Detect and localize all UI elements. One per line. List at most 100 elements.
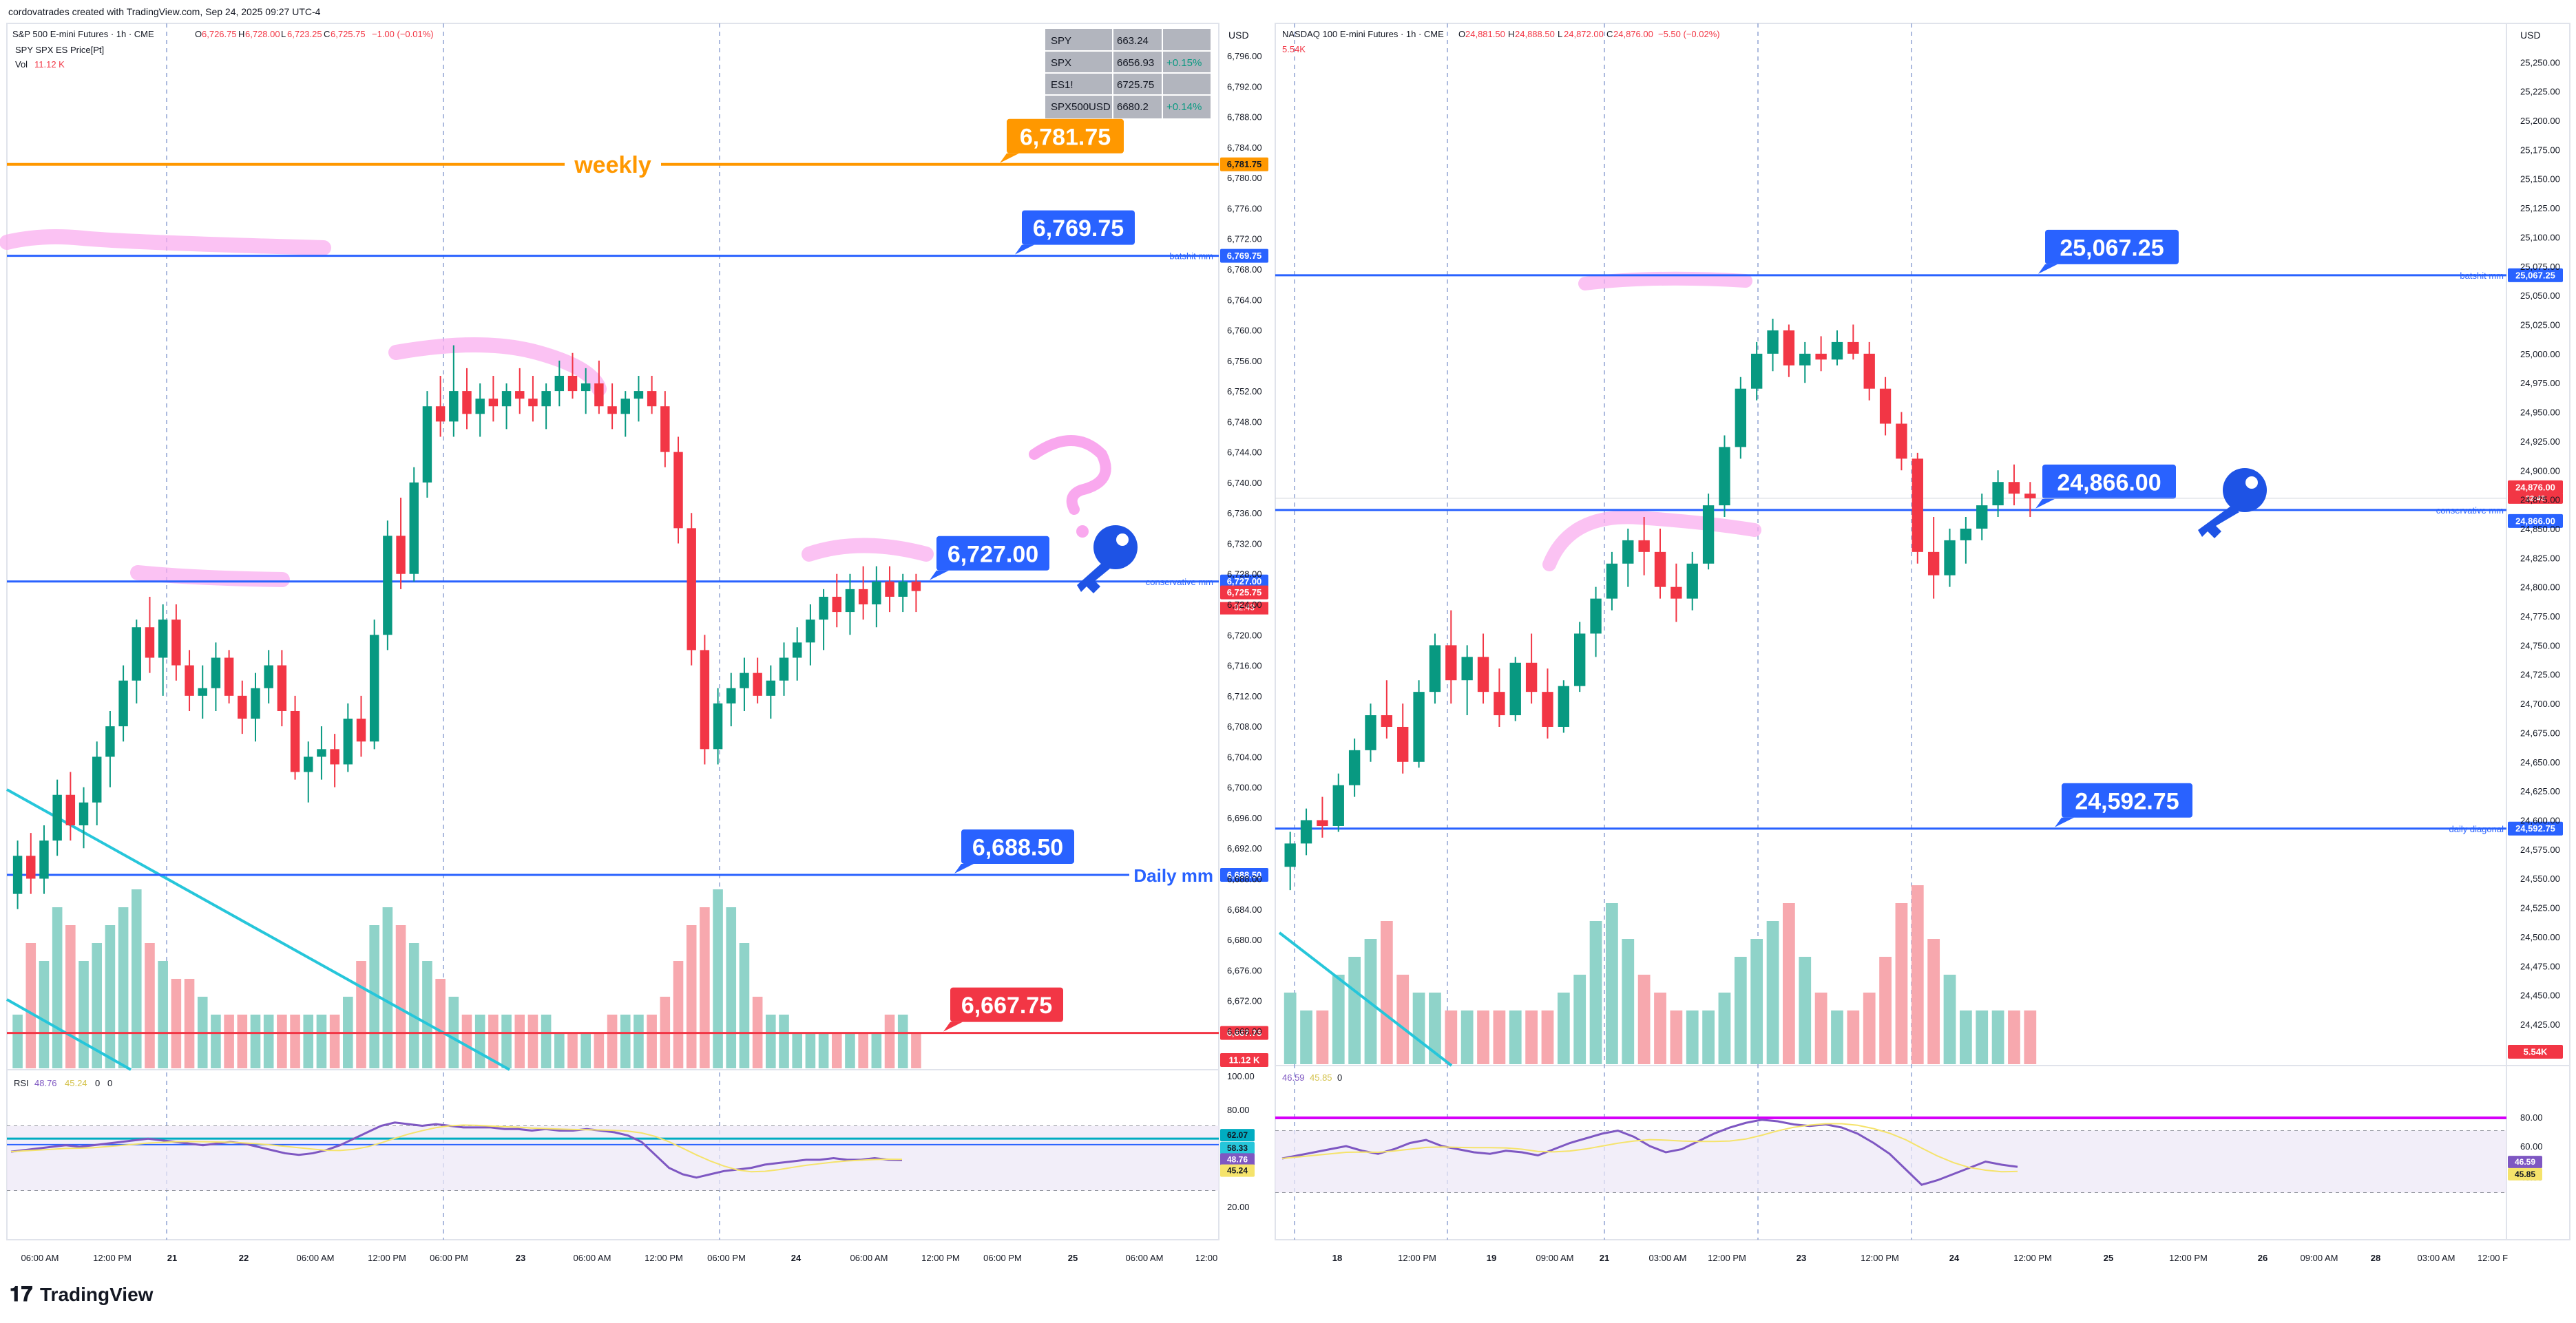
- key-icon[interactable]: [2198, 468, 2267, 538]
- price-tick-label: 25,025.00: [2520, 320, 2560, 330]
- conservative-level-tag-bg: [2508, 514, 2563, 528]
- ndx-chart-pane[interactable]: 25,067.25 batshit mm 25,067.25 24,866.00 con…: [1275, 23, 2570, 1263]
- price-tick-label: 6,676.00: [1227, 965, 1262, 975]
- rsi-tag: 58.33: [1227, 1143, 1248, 1153]
- watchlist-table[interactable]: SPY 663.24 SPX 6656.93 +0.15% ES1! 6725.…: [1045, 29, 1211, 118]
- volume-bar: [633, 1015, 644, 1068]
- time-tick-label: 06:00 AM: [21, 1253, 59, 1263]
- left-symbol-legend[interactable]: S&P 500 E-mini Futures · 1h · CME O 6,72…: [12, 29, 434, 70]
- conservative-level-label[interactable]: 24,866.00: [2057, 469, 2161, 496]
- price-tick-label: 24,875.00: [2520, 495, 2560, 505]
- left-drawings[interactable]: [1029, 435, 1138, 593]
- right-levels[interactable]: 25,067.25 batshit mm 25,067.25 24,866.00 con…: [1275, 229, 2563, 1059]
- volume-bar: [1686, 1010, 1699, 1064]
- right-price-axis[interactable]: 25,250.00 25,225.00 25,200.00 25,175.00 25,1…: [2520, 57, 2560, 1030]
- batshit-level-label[interactable]: 6,769.75: [1033, 215, 1124, 242]
- left-time-axis[interactable]: 06:00 AM 12:00 PM 21 22 06:00 AM 12:00 PM 06:0…: [21, 1253, 1218, 1263]
- batshit-level-label[interactable]: 25,067.25: [2060, 235, 2164, 261]
- candle-body: [475, 399, 485, 414]
- left-trendlines[interactable]: [6, 788, 510, 1071]
- volume-bar: [303, 1015, 314, 1068]
- volume-bar: [527, 1015, 538, 1068]
- weekly-level-tag-bg: [1220, 157, 1268, 171]
- right-currency-label[interactable]: USD: [2520, 30, 2541, 41]
- diagonal-level-label-pointer: [2055, 817, 2074, 827]
- volume-bar: [818, 1033, 829, 1068]
- price-tick-label: 25,150.00: [2520, 174, 2560, 184]
- price-tick-label: 6,712.00: [1227, 691, 1262, 701]
- candle-body: [198, 688, 207, 696]
- spx-chart-pane[interactable]: weekly 6,781.75 6,781.75 6,769.75 batshit mm…: [0, 23, 1268, 1263]
- right-symbol-legend[interactable]: NASDAQ 100 E-mini Futures · 1h · CME O 2…: [1282, 29, 1720, 54]
- trendline[interactable]: [6, 998, 132, 1071]
- volume-bar: [211, 1015, 221, 1068]
- conservative-level-label-bg: [2042, 464, 2176, 499]
- weekly-level-label-bg: [1007, 118, 1124, 154]
- volume-bar: [65, 925, 76, 1068]
- price-tick-label: 6,760.00: [1227, 326, 1262, 336]
- right-highlight-marks: [1542, 271, 1761, 571]
- volume-bar: [2008, 1010, 2020, 1064]
- left-levels[interactable]: weekly 6,781.75 6,781.75 6,769.75 batshit mm…: [7, 118, 1268, 1067]
- volume-bar: [594, 1033, 605, 1068]
- right-drawings[interactable]: [2198, 468, 2267, 538]
- candle-body: [369, 635, 379, 742]
- right-trendlines[interactable]: [1278, 931, 1453, 1067]
- watchlist-row[interactable]: SPX500USD 6680.2 +0.14%: [1051, 101, 1202, 113]
- rsi-tag: 45.24: [1227, 1166, 1248, 1176]
- watchlist-row[interactable]: SPY 663.24: [1051, 35, 1149, 47]
- left-symbol-title[interactable]: S&P 500 E-mini Futures · 1h · CME: [12, 29, 154, 39]
- question-mark-drawing[interactable]: [1029, 435, 1111, 515]
- daily-level-label-bg: [961, 829, 1074, 864]
- left-price-axis[interactable]: 6,796.00 6,792.00 6,788.00 6,784.00 6,780.00…: [1227, 51, 1262, 1037]
- trendline[interactable]: [1278, 931, 1453, 1067]
- candle-body: [1381, 715, 1393, 727]
- weekly-level-label[interactable]: 6,781.75: [1020, 124, 1111, 150]
- left-high-value: 6,728.00: [245, 29, 280, 39]
- price-tick-label: 6,776.00: [1227, 203, 1262, 213]
- price-tick-label: 6,752.00: [1227, 386, 1262, 396]
- trendline[interactable]: [6, 788, 510, 1071]
- diagonal-level-label[interactable]: 24,592.75: [2075, 788, 2179, 814]
- daily-level-label[interactable]: 6,688.50: [972, 834, 1063, 860]
- left-currency-label[interactable]: USD: [1228, 30, 1249, 41]
- price-tick-label: 6,672.00: [1227, 996, 1262, 1006]
- left-low-label: L: [281, 29, 286, 39]
- watchlist-row[interactable]: ES1! 6725.75: [1051, 79, 1154, 91]
- rsi-label[interactable]: RSI: [14, 1078, 29, 1088]
- price-tick-label: 25,000.00: [2520, 349, 2560, 359]
- right-open-label: O: [1458, 29, 1465, 39]
- tradingview-logo[interactable]: 𝟏𝟕 TradingView: [10, 1283, 154, 1306]
- time-tick-label: 12:00 PM: [1398, 1253, 1436, 1263]
- volume-bar: [1879, 957, 1892, 1064]
- volume-bar: [1396, 975, 1410, 1064]
- left-close-value: 6,725.75: [331, 29, 366, 39]
- conservative-level-label[interactable]: 6,727.00: [947, 541, 1038, 567]
- price-tick-label: 6,692.00: [1227, 843, 1262, 854]
- candle-body: [2008, 482, 2020, 494]
- volume-bar: [1332, 975, 1345, 1064]
- price-tick-label: 6,768.00: [1227, 264, 1262, 275]
- rsi-tag-bg: [1220, 1141, 1255, 1154]
- key-icon[interactable]: [1077, 525, 1138, 593]
- rsi-ma-value: 45.24: [65, 1078, 87, 1088]
- candle-body: [607, 406, 617, 414]
- right-volume-value: 5.54K: [1282, 44, 1306, 54]
- candle-body: [501, 391, 512, 407]
- diagonal-level-tag-bg: [2508, 821, 2563, 836]
- candle-body: [528, 399, 538, 407]
- price-tick-label: 24,900.00: [2520, 465, 2560, 476]
- right-symbol-title[interactable]: NASDAQ 100 E-mini Futures · 1h · CME: [1282, 29, 1444, 39]
- price-tick-label: 25,125.00: [2520, 203, 2560, 213]
- support-level-label[interactable]: 6,667.75: [961, 993, 1052, 1019]
- weekly-level-label-pointer: [1000, 153, 1019, 163]
- candle-body: [435, 406, 446, 422]
- right-time-axis[interactable]: 18 12:00 PM 19 09:00 AM 21 03:00 AM 12:00 PM 23…: [1332, 1253, 2508, 1263]
- left-compare-symbols[interactable]: SPY SPX ES Price[Pt]: [15, 45, 104, 55]
- volume-bar: [1847, 1010, 1860, 1064]
- price-tick-label: 24,625.00: [2520, 786, 2560, 796]
- watchlist-row[interactable]: SPX 6656.93 +0.15%: [1051, 57, 1202, 69]
- left-volume-label[interactable]: Vol: [15, 59, 28, 70]
- candle-body: [1429, 645, 1441, 692]
